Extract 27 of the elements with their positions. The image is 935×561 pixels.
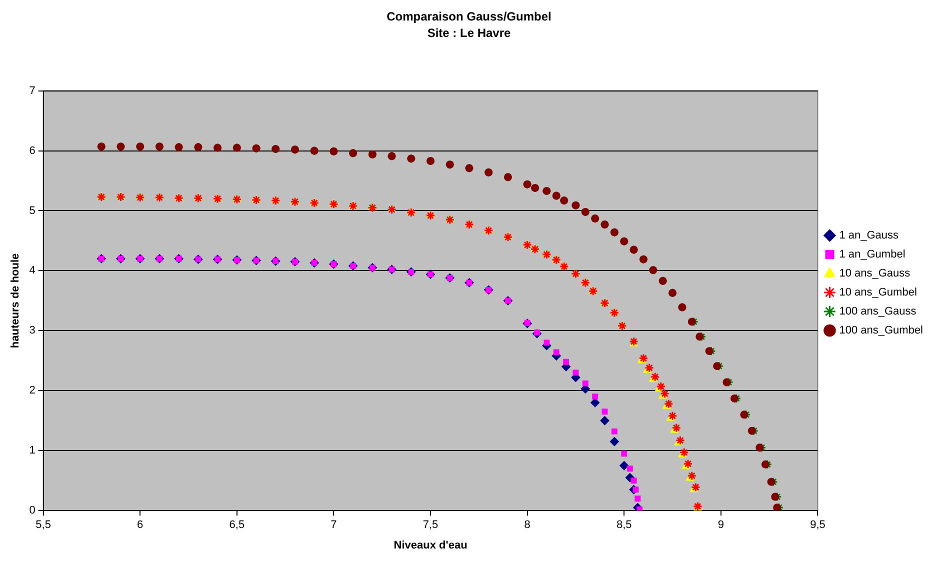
y-tick-label: 5 bbox=[29, 204, 36, 217]
x-tick-label: 5,5 bbox=[36, 519, 51, 532]
x-tick-label: 8 bbox=[524, 519, 530, 532]
x-tick-label: 6 bbox=[137, 519, 144, 532]
x-tick-label: 7 bbox=[330, 519, 337, 532]
y-axis-title: hauteurs de houle bbox=[10, 253, 22, 348]
x-tick-label: 9,5 bbox=[810, 519, 826, 532]
x-tick-label: 9 bbox=[718, 519, 724, 532]
y-tick-label: 0 bbox=[29, 504, 36, 517]
legend-label: 100 ans_Gauss bbox=[839, 306, 917, 318]
legend-label: 10 ans_Gumbel bbox=[839, 286, 917, 299]
x-tick-label: 8,5 bbox=[616, 519, 632, 532]
chart-title: Comparaison Gauss/Gumbel bbox=[386, 10, 552, 24]
legend-label: 10 ans_Gauss bbox=[839, 268, 911, 280]
y-tick-label: 6 bbox=[29, 144, 36, 157]
y-tick-label: 1 bbox=[29, 444, 36, 457]
legend-label: 100 ans_Gumbel bbox=[839, 324, 924, 337]
y-tick-label: 3 bbox=[29, 324, 36, 337]
chart-subtitle: Site : Le Havre bbox=[427, 26, 512, 40]
y-tick-label: 2 bbox=[29, 384, 36, 397]
legend-label: 1 an_Gauss bbox=[839, 230, 900, 242]
y-tick-label: 4 bbox=[29, 264, 36, 277]
legend-label: 1 an_Gumbel bbox=[839, 248, 906, 261]
x-tick-label: 6,5 bbox=[229, 519, 245, 532]
y-tick-label: 7 bbox=[29, 84, 36, 97]
x-axis-title: Niveaux d'eau bbox=[394, 539, 468, 552]
x-tick-label: 7,5 bbox=[422, 519, 438, 532]
